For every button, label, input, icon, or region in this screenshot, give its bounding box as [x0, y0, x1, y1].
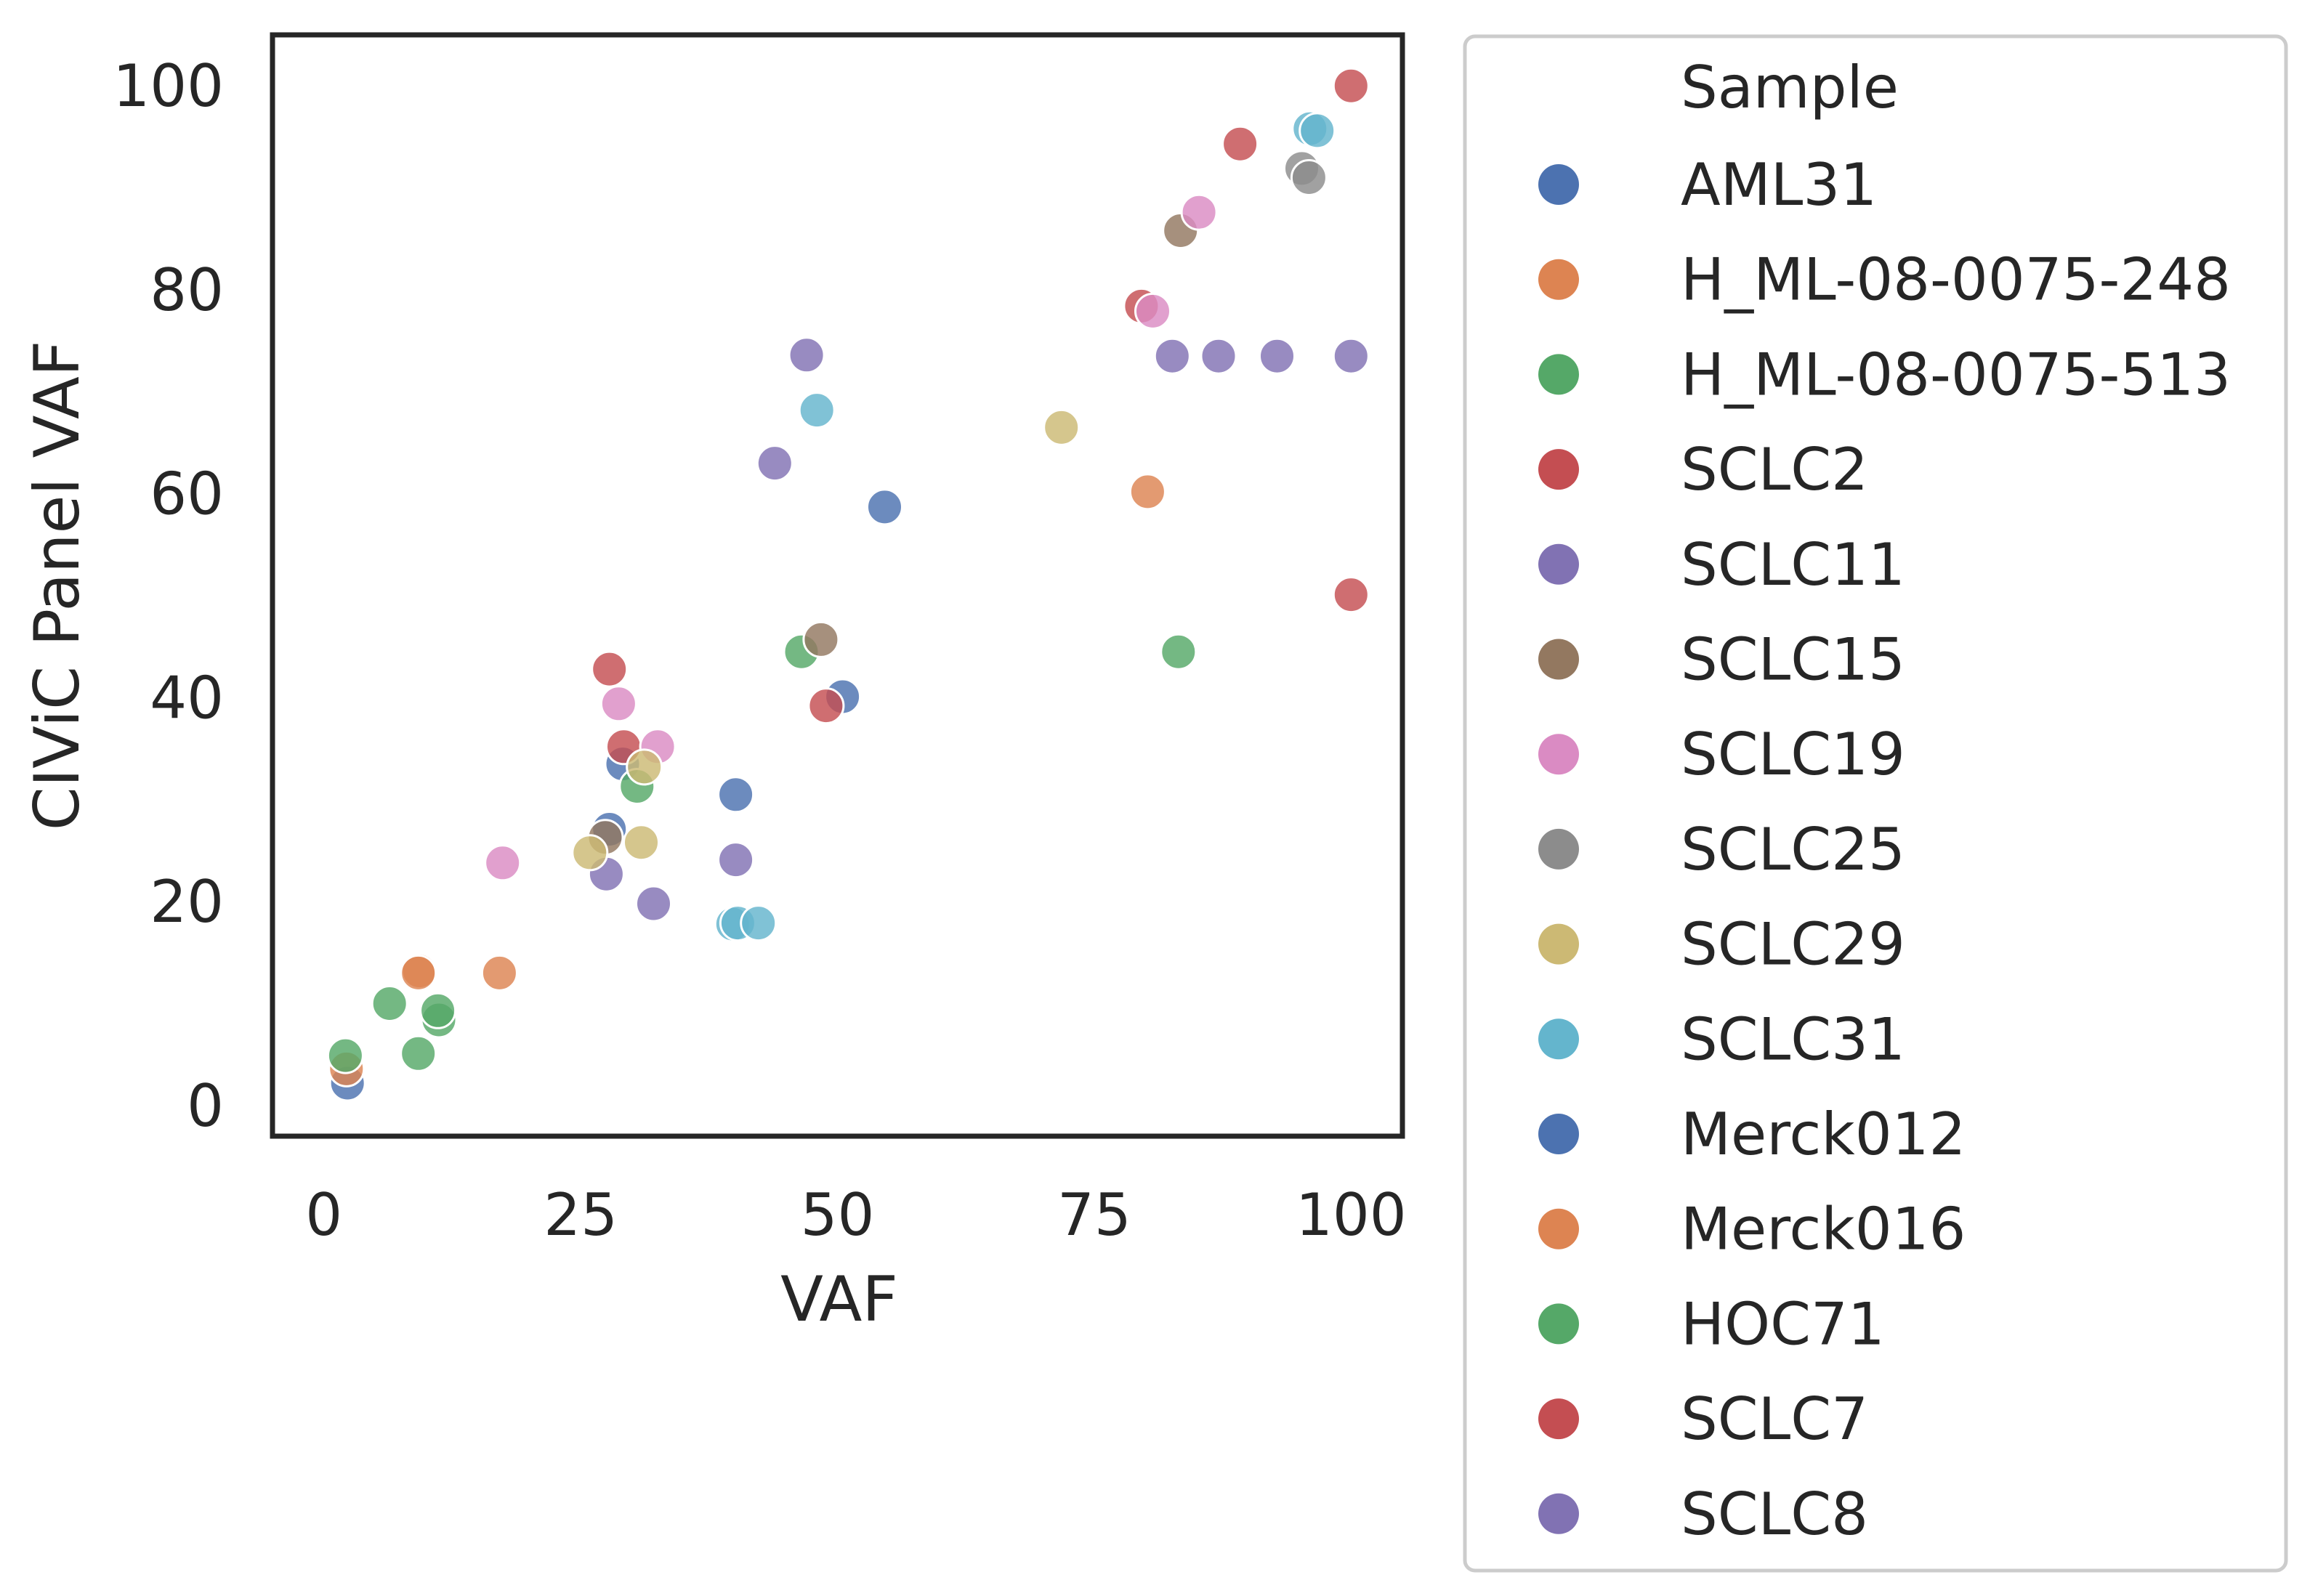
legend-marker	[1538, 1018, 1579, 1060]
data-point	[717, 841, 755, 879]
data-point	[591, 650, 629, 688]
data-point	[740, 904, 778, 942]
x-tick-label: 100	[1296, 1181, 1407, 1249]
data-point	[1160, 633, 1198, 671]
y-tick-label: 80	[150, 256, 224, 324]
legend-marker	[1538, 164, 1579, 205]
data-point	[1332, 67, 1370, 105]
legend-marker	[1538, 1398, 1579, 1440]
data-point	[326, 1037, 364, 1074]
legend-marker	[1538, 449, 1579, 490]
legend-label: Merck012	[1681, 1101, 1966, 1168]
data-point	[419, 992, 457, 1029]
legend: Sample AML31 H_ML-08-0075-248 H_ML-08-0075…	[1463, 34, 2288, 1573]
data-point	[371, 985, 408, 1022]
data-point	[1221, 125, 1259, 163]
data-point	[1128, 473, 1166, 511]
legend-marker	[1538, 1114, 1579, 1154]
data-point	[807, 687, 845, 725]
data-point	[571, 834, 609, 872]
y-tick-label: 100	[113, 52, 224, 120]
data-point	[756, 445, 793, 482]
data-point	[1299, 112, 1336, 150]
data-point	[798, 392, 836, 429]
data-point	[1200, 337, 1237, 375]
legend-items: AML31 H_ML-08-0075-248 H_ML-08-0075-513 SCL…	[1538, 151, 2231, 1548]
data-point	[480, 954, 518, 992]
data-points	[326, 67, 1370, 1102]
legend-label: SCLC11	[1681, 531, 1905, 599]
data-point	[635, 885, 672, 923]
legend-marker	[1538, 1493, 1579, 1534]
legend-label: SCLC29	[1681, 911, 1905, 979]
legend-marker	[1538, 1208, 1579, 1249]
legend-marker	[1538, 259, 1579, 300]
data-point	[599, 685, 637, 723]
y-tick-label: 0	[187, 1072, 224, 1140]
legend-label: SCLC7	[1681, 1385, 1868, 1453]
legend-marker	[1538, 543, 1579, 585]
y-tick-labels: 0 20 40 60 80 100	[113, 52, 224, 1140]
data-point	[717, 776, 755, 814]
legend-label: H_ML-08-0075-513	[1681, 341, 2231, 408]
legend-label: SCLC15	[1681, 626, 1905, 694]
legend-marker	[1538, 828, 1579, 870]
data-point	[484, 844, 522, 882]
legend-marker	[1538, 354, 1579, 395]
data-point	[1259, 337, 1296, 375]
y-tick-label: 40	[150, 664, 224, 732]
legend-label: HOC71	[1681, 1290, 1885, 1358]
data-point	[788, 336, 825, 374]
data-point	[802, 620, 840, 658]
data-point	[866, 488, 903, 526]
legend-label: Merck016	[1681, 1196, 1966, 1263]
x-tick-labels: 0 25 50 75 100	[305, 1181, 1406, 1249]
y-axis-label: CIViC Panel VAF	[21, 341, 94, 831]
legend-label: SCLC2	[1681, 436, 1868, 503]
data-point	[400, 954, 437, 992]
legend-label: SCLC25	[1681, 816, 1905, 883]
legend-label: SCLC31	[1681, 1005, 1905, 1073]
data-point	[1180, 193, 1218, 231]
legend-label: H_ML-08-0075-248	[1681, 246, 2231, 314]
data-point	[1153, 337, 1191, 375]
legend-frame	[1463, 34, 2288, 1573]
x-tick-label: 0	[305, 1181, 342, 1249]
x-tick-label: 75	[1057, 1181, 1131, 1249]
data-point	[1290, 159, 1328, 196]
legend-marker	[1538, 1303, 1579, 1345]
x-tick-label: 25	[544, 1181, 618, 1249]
legend-marker	[1538, 923, 1579, 965]
legend-label: SCLC8	[1681, 1480, 1868, 1548]
data-point	[626, 748, 663, 786]
y-tick-label: 60	[150, 461, 224, 528]
data-point	[1134, 292, 1171, 330]
data-point	[1043, 408, 1081, 446]
data-point	[623, 824, 660, 862]
data-point	[1332, 576, 1370, 614]
legend-label: SCLC19	[1681, 721, 1905, 788]
legend-marker	[1538, 734, 1579, 775]
data-point	[1332, 337, 1370, 375]
x-tick-label: 50	[801, 1181, 875, 1249]
legend-marker	[1538, 639, 1579, 680]
data-point	[400, 1034, 437, 1072]
plot-frame	[270, 32, 1405, 1139]
legend-title: Sample	[1681, 54, 1899, 121]
y-tick-label: 20	[150, 868, 224, 936]
x-axis-label: VAF	[780, 1263, 898, 1336]
legend-label: AML31	[1681, 151, 1877, 219]
